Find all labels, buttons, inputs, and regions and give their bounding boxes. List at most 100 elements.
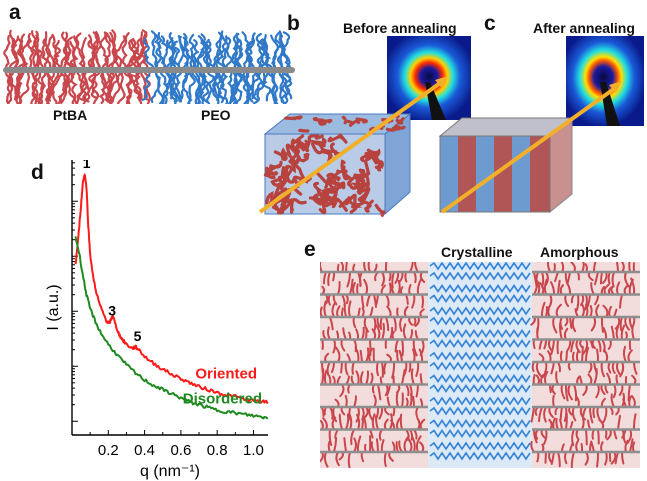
ptba-side-chain [573, 383, 578, 402]
ptba-side-chain [588, 442, 592, 453]
side-chain [86, 39, 96, 72]
peo-brush [141, 30, 293, 104]
ptba-side-chain [532, 338, 536, 350]
ptba-label: PtBA [53, 107, 88, 123]
ptba-side-chain [627, 383, 631, 402]
side-chain [31, 68, 39, 104]
ptba-side-chain [356, 435, 362, 453]
side-chain [252, 68, 264, 102]
side-chain [216, 68, 226, 100]
side-chain [3, 35, 11, 72]
ptba-side-chain [575, 293, 580, 312]
x-tick-label: 0.2 [98, 442, 119, 459]
side-chain [280, 68, 292, 103]
ptba-side-chain [545, 305, 549, 318]
ptba-side-chain [340, 307, 344, 318]
side-chain [211, 68, 220, 102]
disordered-chain [349, 171, 371, 190]
disordered-chain [312, 116, 325, 122]
side-chain [44, 31, 55, 72]
ptba-side-chain [622, 345, 627, 363]
ptba-side-chain [596, 451, 600, 468]
disordered-chain [326, 172, 342, 189]
ptba-side-chain [602, 406, 608, 424]
side-chain [5, 68, 13, 104]
side-chain [52, 39, 61, 72]
x-axis-label: q (nm⁻¹) [140, 463, 200, 480]
disordered-chain [277, 166, 289, 180]
side-chain [246, 40, 256, 72]
after-annealing-title: After annealing [533, 20, 635, 36]
disordered-chain [298, 128, 310, 133]
side-chain [27, 32, 38, 72]
side-chain [262, 68, 272, 102]
ptba-side-chain [381, 322, 385, 341]
side-chain [36, 68, 47, 104]
ptba-side-chain [632, 316, 636, 327]
side-chain [18, 68, 31, 104]
side-chain [200, 33, 211, 72]
side-chain [159, 68, 169, 104]
disordered-chain [324, 193, 339, 208]
peo-zigzag [429, 428, 531, 439]
x-tick-label: 1.0 [243, 442, 264, 459]
side-chain [202, 68, 214, 104]
side-chain [255, 32, 269, 72]
peo-zigzag [429, 316, 531, 326]
ptba-side-chain [532, 373, 536, 386]
side-chain [128, 37, 137, 72]
beam-arrowhead [435, 76, 448, 88]
ptba-side-chain [399, 413, 403, 431]
ptba-side-chain [402, 323, 407, 341]
disordered-chain [355, 117, 368, 124]
side-chain [278, 68, 286, 104]
side-chain [16, 68, 23, 104]
ptba-side-chain [356, 283, 359, 296]
peo-zigzag [429, 338, 531, 349]
side-chain [282, 31, 292, 72]
side-chain [202, 68, 215, 104]
ptba-side-chain [396, 307, 399, 318]
disordered-chain [374, 203, 386, 217]
disordered-chain [364, 199, 374, 213]
side-chain [10, 35, 20, 72]
ptba-side-chain [383, 451, 387, 467]
disordered-chain [343, 119, 355, 125]
side-chain [188, 33, 198, 72]
panel-a-letter: a [9, 1, 21, 24]
ptba-side-chain [536, 327, 539, 341]
panel-e-letter: e [304, 238, 316, 261]
peak-label: 3 [108, 303, 116, 319]
disordered-chain [338, 194, 356, 208]
side-chain [235, 68, 246, 104]
ptba-side-chain [340, 361, 343, 374]
disordered-chain [359, 151, 374, 163]
side-chain [271, 68, 279, 104]
peo-zigzag [429, 306, 531, 316]
lamellar-structure-illustration [320, 262, 640, 468]
disordered-chain [276, 198, 285, 215]
side-chain [66, 68, 78, 104]
ptba-side-chain [571, 351, 575, 363]
ptba-side-chain [348, 300, 352, 318]
ptba-side-chain [412, 338, 418, 357]
side-chain [196, 38, 208, 72]
peak-label: 5 [134, 328, 142, 344]
side-chain [248, 68, 260, 100]
series-line-disordered [74, 236, 269, 420]
disordered-chain [273, 147, 288, 161]
peo-zigzag [429, 328, 531, 339]
oriented-sample-illustration [438, 36, 644, 214]
ptba-side-chain [359, 349, 363, 363]
ptba-side-chain [565, 350, 568, 363]
disordered-chain [295, 152, 310, 164]
side-chain [229, 68, 243, 103]
y-axis-label: I (a.u.) [45, 284, 62, 330]
disordered-sample-illustration [258, 36, 471, 217]
ptba-side-chain [559, 322, 563, 341]
side-chain [90, 33, 102, 72]
ptba-side-chain [361, 415, 365, 431]
side-chain [90, 68, 101, 100]
side-chain [170, 68, 179, 104]
peo-zigzag [429, 451, 531, 461]
